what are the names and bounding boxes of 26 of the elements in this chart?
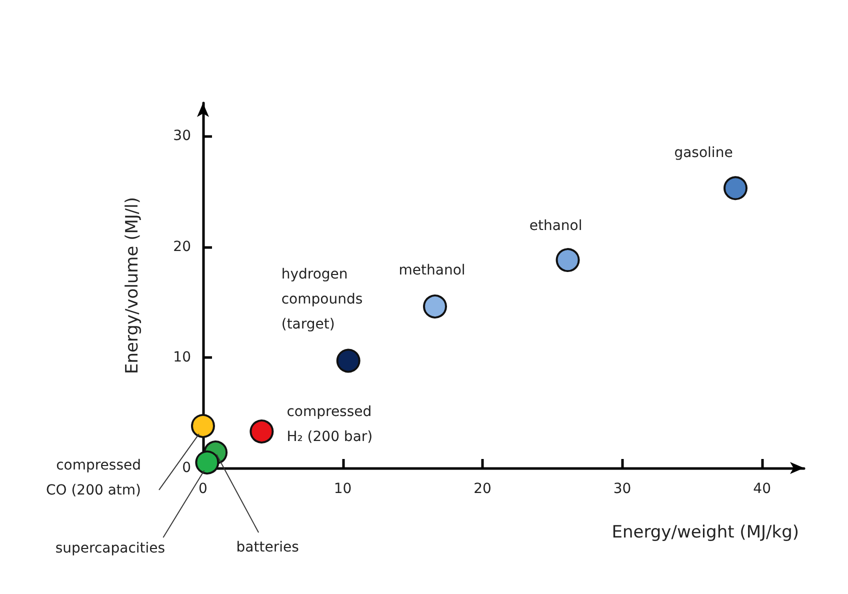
x-tick-label: 10	[334, 481, 352, 497]
annotation: gasoline	[674, 145, 733, 162]
point	[724, 176, 748, 200]
point	[191, 414, 215, 438]
y-axis-title: Energy/volume (MJ/l)	[122, 196, 142, 374]
x-tick-label: 30	[613, 481, 632, 497]
annotation: hydrogen compounds (target)	[281, 266, 363, 333]
x-tick-label: 40	[753, 481, 771, 497]
annotation: batteries	[236, 540, 299, 556]
x-tick-label: 20	[474, 481, 492, 497]
x-tick-label: 0	[198, 481, 208, 497]
annotation: supercapacities	[55, 540, 166, 556]
annotation: compressed CO (200 atm)	[46, 457, 141, 498]
point	[250, 420, 274, 444]
y-tick-label: 10	[173, 349, 191, 366]
point	[195, 450, 220, 474]
annotation: compressed H₂ (200 bar)	[286, 404, 373, 445]
annotation: ethanol	[529, 218, 582, 234]
point	[556, 248, 580, 272]
x-axis-title: Energy/weight (MJ/kg)	[612, 522, 799, 542]
point	[423, 294, 448, 319]
y-tick-label: 0	[182, 460, 191, 476]
y-tick-label: 20	[173, 238, 191, 255]
point	[336, 348, 360, 373]
annotation: methanol	[398, 262, 466, 279]
y-tick-label: 30	[173, 128, 191, 144]
